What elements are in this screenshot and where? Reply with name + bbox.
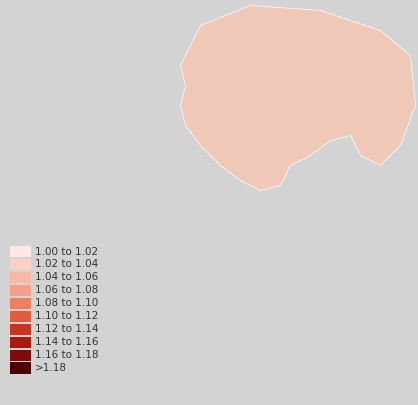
Text: 1.02 to 1.04: 1.02 to 1.04 <box>35 260 98 269</box>
Text: 1.16 to 1.18: 1.16 to 1.18 <box>35 350 98 360</box>
Text: 1.10 to 1.12: 1.10 to 1.12 <box>35 311 98 321</box>
Text: >1.18: >1.18 <box>35 363 67 373</box>
Text: 1.12 to 1.14: 1.12 to 1.14 <box>35 324 98 334</box>
Text: 1.00 to 1.02: 1.00 to 1.02 <box>35 247 98 256</box>
Text: 1.08 to 1.10: 1.08 to 1.10 <box>35 298 98 308</box>
Text: 1.06 to 1.08: 1.06 to 1.08 <box>35 286 98 295</box>
Text: 1.04 to 1.06: 1.04 to 1.06 <box>35 273 98 282</box>
Text: 1.14 to 1.16: 1.14 to 1.16 <box>35 337 98 347</box>
